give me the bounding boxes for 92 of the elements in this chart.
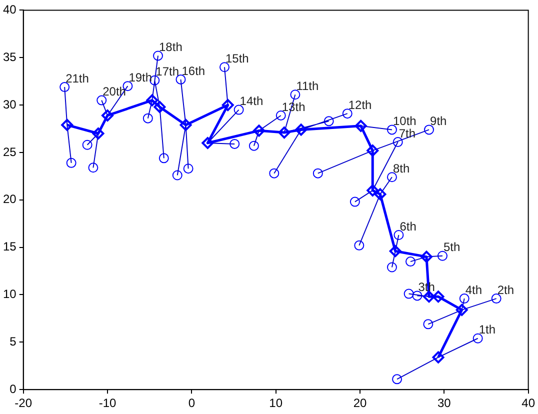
point [354,240,364,250]
point [392,137,403,148]
point [60,82,70,92]
point [92,128,104,140]
point [183,164,194,174]
y-tick-label: 5 [10,334,17,348]
y-tick-label: 25 [2,144,17,159]
annotation: 15th [225,51,249,66]
point [234,104,244,115]
point [253,124,266,137]
point [276,110,286,120]
point [278,126,290,139]
x-tick-label: -20 [14,396,32,410]
x-tick-label: 10 [269,396,283,410]
point [491,294,502,304]
point [366,144,379,157]
point [324,116,334,126]
point [386,262,397,272]
point [386,172,397,182]
point [404,288,414,299]
annotation: 5th [443,240,460,254]
x-tick-label: -10 [98,396,117,410]
y-tick-label: 35 [2,50,17,64]
point [154,100,166,113]
annotation: 18th [159,40,182,54]
point [420,250,432,263]
point [342,108,352,119]
annotation: 16th [182,64,206,78]
point [432,351,444,364]
y-tick-label: 40 [2,2,17,17]
point [220,62,230,72]
point [158,153,169,164]
x-tick-label: 40 [522,396,536,410]
point [82,140,92,150]
annotation: 2th [497,282,514,297]
point [472,333,483,344]
point [180,118,192,131]
point [96,95,107,106]
point [354,120,367,132]
point [394,230,404,240]
point [222,99,234,112]
point [102,109,114,122]
annotation: 21th [66,71,89,86]
point [202,136,214,149]
point [386,124,397,135]
point [389,245,402,258]
point [88,162,98,173]
point [366,184,379,196]
point [142,113,153,124]
y-tick-label: 30 [2,97,17,112]
y-tick-label: 15 [2,240,17,254]
point [423,319,434,330]
point [66,158,76,168]
annotation: 6th [400,219,416,234]
x-tick-label: 0 [188,396,196,410]
annotation: 19th [128,70,152,84]
y-tick-label: 20 [2,192,17,206]
annotation: 12th [348,98,372,112]
point [424,124,434,135]
point [269,168,280,178]
annotation: 8th [392,161,410,176]
y-tick-label: 10 [2,287,17,302]
y-tick-label: 0 [10,382,17,396]
x-tick-label: 30 [437,396,452,410]
x-tick-label: 20 [353,396,367,410]
annotation: 17th [156,64,179,79]
point [350,196,360,207]
point [392,374,402,384]
annotation: 1th [478,322,496,337]
annotation: 4th [465,282,482,297]
point [412,290,422,301]
annotation: 9th [430,114,447,128]
point [61,118,74,131]
annotation: 11th [296,78,319,93]
point [146,94,158,106]
point [230,138,240,149]
point [374,188,386,200]
point [456,304,468,316]
point [437,250,448,261]
point [312,168,323,178]
point [432,290,444,303]
point [423,290,436,303]
point [406,256,416,267]
point [153,50,164,61]
annotation: 14th [240,94,264,108]
point [295,124,308,136]
point [290,90,300,100]
point [172,170,182,180]
point [248,140,259,151]
annotation: 7th [398,126,416,140]
point [459,294,470,304]
annotation: 10th [392,114,416,128]
